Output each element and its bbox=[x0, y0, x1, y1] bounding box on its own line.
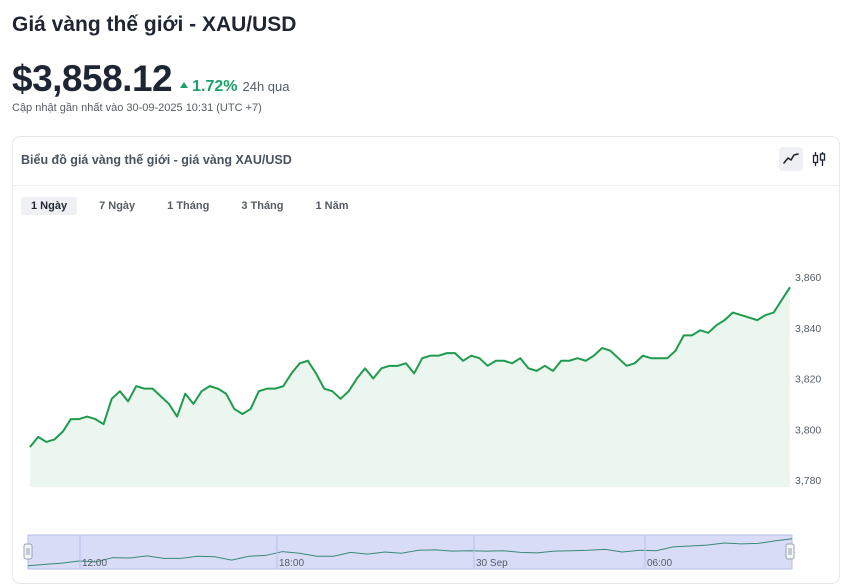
tab-1-month[interactable]: 1 Tháng bbox=[167, 200, 210, 212]
tab-7-days[interactable]: 7 Ngày bbox=[99, 200, 136, 212]
tab-1-day[interactable]: 1 Ngày bbox=[21, 197, 78, 215]
change-period: 24h qua bbox=[242, 79, 290, 94]
price-row: $3,858.12 1.72% 24h qua bbox=[12, 58, 289, 100]
change-percent: 1.72% bbox=[192, 78, 238, 95]
chart-card-header: Biểu đồ giá vàng thế giới - giá vàng XAU… bbox=[13, 137, 839, 186]
line-chart-icon bbox=[783, 153, 799, 164]
last-updated: Cập nhật gần nhất vào 30-09-2025 10:31 (… bbox=[12, 102, 262, 114]
page-title: Giá vàng thế giới - XAU/USD bbox=[12, 13, 297, 36]
tab-3-months[interactable]: 3 Tháng bbox=[241, 200, 284, 212]
tab-1-year[interactable]: 1 Năm bbox=[315, 200, 349, 212]
range-tabs: 1 Ngày 7 Ngày 1 Tháng 3 Tháng 1 Năm bbox=[21, 197, 359, 215]
chart-type-switcher bbox=[779, 147, 831, 171]
chart-card: Biểu đồ giá vàng thế giới - giá vàng XAU… bbox=[12, 136, 840, 584]
candlestick-chart-button[interactable] bbox=[807, 147, 831, 171]
up-arrow-icon bbox=[180, 82, 189, 88]
line-chart-button[interactable] bbox=[779, 147, 803, 171]
current-price: $3,858.12 bbox=[12, 58, 173, 99]
chart-card-title: Biểu đồ giá vàng thế giới - giá vàng XAU… bbox=[21, 153, 292, 167]
candlestick-chart-icon bbox=[812, 152, 826, 166]
